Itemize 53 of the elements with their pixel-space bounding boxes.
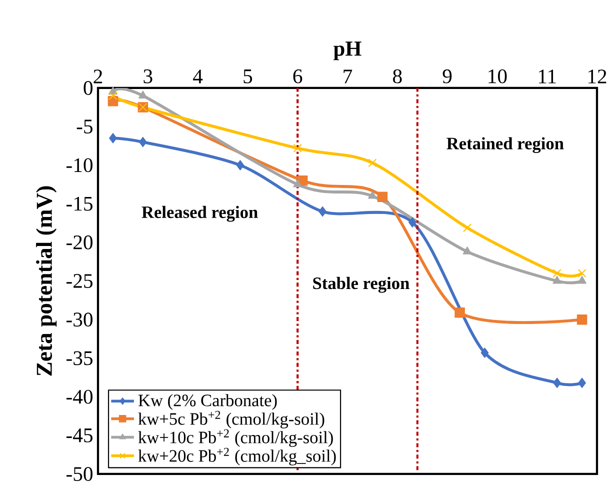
point: [318, 206, 326, 217]
point: [480, 348, 489, 358]
point: [108, 96, 118, 106]
x-tick-label: 10: [488, 69, 507, 84]
x-tick-label: 12: [588, 70, 606, 84]
legend-label: Kw (2% Carbonate): [138, 394, 277, 410]
point: [408, 217, 416, 228]
x-tick-label: 4: [193, 70, 203, 84]
point: [462, 223, 472, 232]
y-tick-label: -30: [66, 312, 92, 327]
x-tick-label: 5: [244, 70, 252, 84]
x-axis-title: pH: [334, 42, 362, 60]
point: [576, 314, 588, 325]
y-tick-label: -15: [66, 196, 92, 211]
y-tick-label: 0: [84, 81, 92, 95]
point: [293, 179, 302, 188]
point: [578, 378, 586, 388]
point: [553, 378, 562, 388]
point: [368, 158, 377, 168]
point: [578, 268, 586, 278]
legend-label: kw+20c Pb$^{+2}$ (cmol/kg_soil): [138, 448, 336, 466]
annotation: Stable region: [313, 276, 410, 293]
point: [454, 308, 465, 318]
x-tick-label: 3: [144, 69, 152, 84]
annotation: Released region: [142, 206, 258, 222]
point: [552, 276, 562, 284]
y-tick-label: -45: [66, 428, 92, 442]
point: [236, 160, 244, 170]
y-tick-label: -40: [66, 390, 92, 404]
y-tick-label: -50: [66, 467, 92, 481]
legend-label: kw+10c Pb$^{+2}$ (cmol/kg-soil): [138, 429, 333, 447]
point: [108, 91, 118, 100]
point: [578, 276, 587, 284]
point: [377, 192, 388, 202]
y-tick-label: -20: [66, 235, 92, 250]
x-tick-label: 7: [344, 70, 352, 84]
annotation: Retained region: [446, 137, 564, 154]
point: [552, 268, 562, 278]
x-tick-label: 2: [94, 70, 102, 84]
y-tick-label: -35: [66, 351, 92, 366]
point: [109, 133, 117, 144]
point: [293, 144, 302, 153]
x-tick-label: 9: [442, 69, 452, 84]
point: [138, 136, 147, 148]
x-tick-label: 8: [393, 69, 402, 84]
y-tick-label: -25: [66, 274, 92, 288]
legend-label: kw+5c Pb$^{+2}$ (cmol/kg-soil): [138, 410, 324, 428]
y-tick-label: -5: [76, 120, 92, 134]
y-axis-title: Zeta potential (mV): [36, 186, 57, 376]
y-tick-label: -10: [66, 158, 92, 172]
point: [138, 90, 148, 98]
x-tick-label: 11: [538, 70, 556, 84]
x-tick-label: 6: [293, 69, 302, 84]
